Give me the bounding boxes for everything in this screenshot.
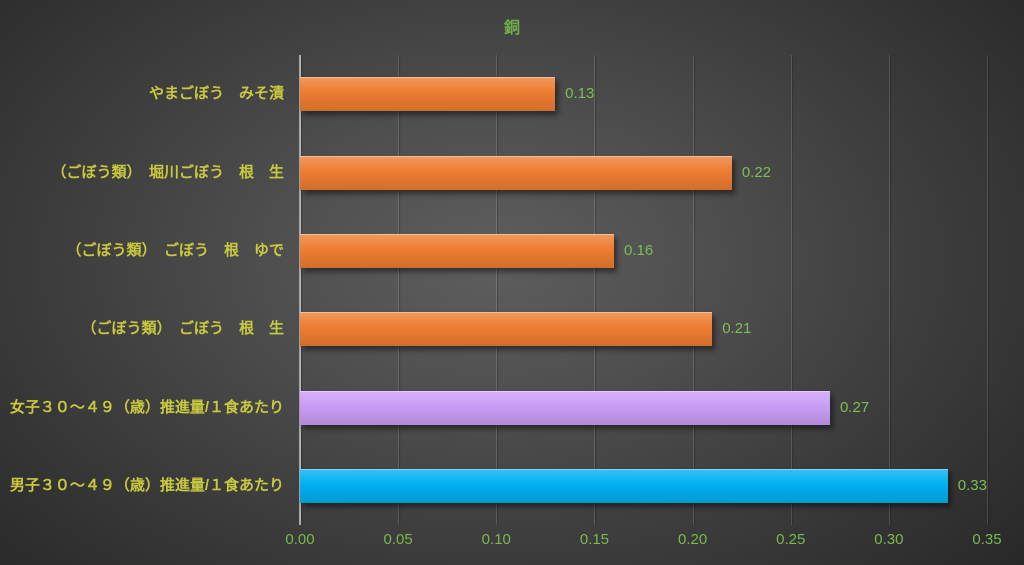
bar-3: [300, 312, 713, 347]
bar-0: [300, 77, 556, 112]
chart-title: 銅: [503, 20, 520, 37]
data-label: 0.33: [957, 476, 987, 494]
plot-area: 0.13 0.22 0.16 0.21 0.27 0.33: [299, 55, 988, 525]
data-label: 0.22: [741, 163, 772, 181]
x-axis-tick-label: 0.35: [972, 531, 1002, 548]
gridline: [398, 55, 400, 525]
data-label: 0.27: [839, 398, 870, 416]
gridline: [300, 55, 301, 525]
x-axis-tick-label: 0.25: [776, 531, 806, 548]
gridline: [987, 55, 988, 525]
gridline: [790, 55, 792, 525]
gridline: [496, 55, 498, 525]
x-axis-tick-label: 0.20: [677, 531, 708, 548]
bar-1: [300, 155, 732, 190]
gridline: [594, 55, 596, 525]
category-label: （ごぼう類） 堀川ごぼう 根 生: [51, 163, 284, 181]
category-label: 男子３０～４９（歳）推進量/１食あたり: [9, 476, 284, 494]
gridline: [692, 55, 694, 525]
data-label: 0.21: [722, 320, 752, 338]
data-label: 0.13: [565, 85, 595, 103]
data-label: 0.16: [624, 241, 654, 259]
value-axis-line: [299, 55, 301, 525]
x-axis-tick-label: 0.10: [481, 531, 511, 548]
category-label: 女子３０～４９（歳）推進量/１食あたり: [9, 398, 284, 416]
value-axis-ticks: 0.00 0.05 0.10 0.15 0.20 0.25 0.30 0.35: [285, 531, 1001, 555]
x-axis-tick-label: 0.00: [285, 531, 315, 548]
bar-4: [300, 390, 830, 425]
bar-2: [300, 233, 615, 268]
gridline: [888, 55, 890, 525]
category-label: やまごぼう みそ漬: [148, 85, 284, 103]
category-label: （ごぼう類） ごぼう 根 生: [81, 320, 284, 338]
x-axis-tick-label: 0.05: [383, 531, 413, 548]
x-axis-tick-label: 0.15: [579, 531, 610, 548]
x-axis-tick-label: 0.30: [874, 531, 904, 548]
bar-5: [300, 468, 948, 503]
category-label: （ごぼう類） ごぼう 根 ゆで: [66, 241, 284, 259]
category-axis: やまごぼう みそ漬 （ごぼう類） 堀川ごぼう 根 生 （ごぼう類） ごぼう 根 ゆで…: [0, 55, 292, 525]
